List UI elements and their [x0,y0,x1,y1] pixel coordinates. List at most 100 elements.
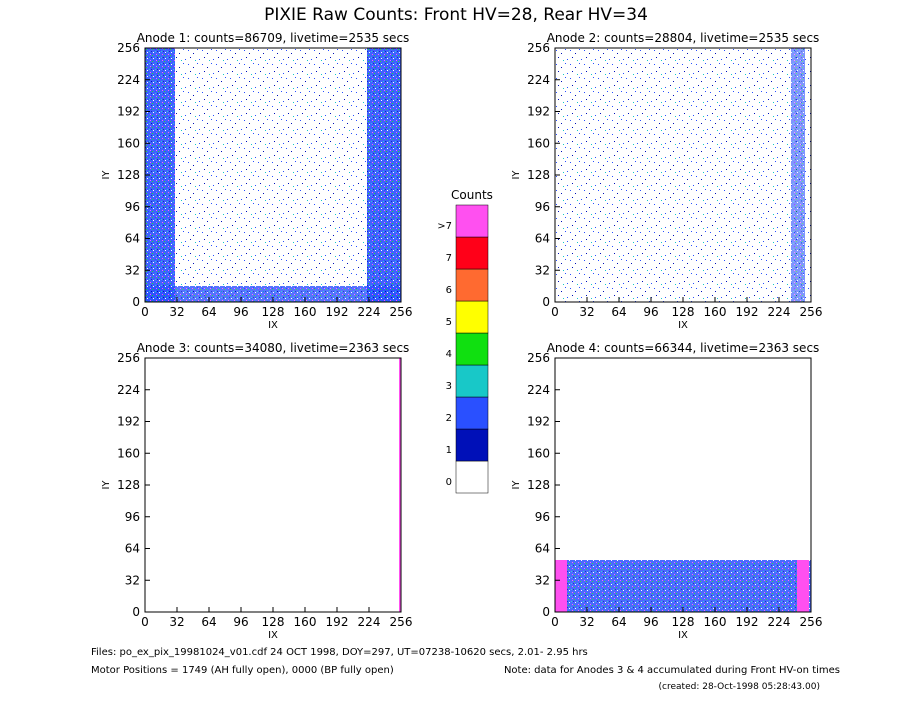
x-tick-label: 32 [579,305,594,319]
y-tick-label: 128 [527,168,550,182]
colorbar-swatch [455,428,489,462]
colorbar-swatch [455,204,489,238]
panel-title: Anode 1: counts=86709, livetime=2535 sec… [137,31,410,45]
figure-title: PIXIE Raw Counts: Front HV=28, Rear HV=3… [264,5,648,25]
y-tick-label: 32 [535,263,550,277]
image-area [399,358,401,612]
x-tick-label: 64 [201,615,216,629]
colorbar-swatch [455,364,489,398]
x-tick-label: 256 [800,305,823,319]
footer-created: (created: 28-Oct-1998 05:28:43.00) [659,682,820,692]
x-tick-label: 224 [768,615,791,629]
y-tick-label: 64 [535,232,550,246]
x-tick-label: 64 [201,305,216,319]
image-area [555,560,811,612]
colorbar-label: >7 [437,221,452,232]
colorbar-label: 3 [446,381,452,392]
x-tick-label: 160 [704,305,727,319]
y-axis-label: IY [101,480,112,490]
x-tick-label: 256 [800,615,823,629]
x-tick-label: 224 [768,305,791,319]
x-axis-label: IX [678,320,688,331]
y-tick-label: 0 [542,295,550,309]
y-tick-label: 0 [132,605,140,619]
colorbar-label: 1 [446,445,452,456]
x-tick-label: 0 [141,305,149,319]
y-tick-label: 160 [527,136,550,150]
y-tick-label: 96 [125,200,140,214]
y-tick-label: 160 [117,136,140,150]
x-tick-label: 160 [294,305,317,319]
colorbar-label: 0 [446,477,452,488]
texture [555,560,567,612]
panel-title: Anode 4: counts=66344, livetime=2363 sec… [547,341,820,355]
colorbar-label: 2 [446,413,452,424]
panels: Anode 1: counts=86709, livetime=2535 sec… [101,31,822,641]
colorbar-swatch [455,300,489,334]
y-tick-label: 192 [527,105,550,119]
colorbar-swatch [455,332,489,366]
y-tick-label: 96 [535,200,550,214]
colorbar: Counts 0 1 2 3 4 5 6 7 >7 [437,188,493,494]
y-tick-label: 256 [527,351,550,365]
x-tick-label: 0 [141,615,149,629]
texture [145,48,401,302]
y-tick-label: 224 [527,73,550,87]
x-tick-label: 256 [390,305,413,319]
y-tick-label: 256 [117,351,140,365]
image-area [145,48,401,302]
panel-title: Anode 2: counts=28804, livetime=2535 sec… [547,31,820,45]
texture [791,48,805,302]
panel-title: Anode 3: counts=34080, livetime=2363 sec… [137,341,410,355]
y-tick-label: 128 [117,168,140,182]
colorbar-label: 5 [446,317,452,328]
y-tick-label: 32 [535,573,550,587]
x-tick-label: 32 [579,615,594,629]
footer-note: Note: data for Anodes 3 & 4 accumulated … [504,665,840,676]
x-tick-label: 224 [358,615,381,629]
y-tick-label: 192 [117,105,140,119]
y-tick-label: 0 [132,295,140,309]
texture [555,48,811,302]
colorbar-swatch [455,268,489,302]
x-tick-label: 0 [551,305,559,319]
y-tick-label: 32 [125,573,140,587]
footer-files: Files: po_ex_pix_19981024_v01.cdf 24 OCT… [91,647,588,658]
y-axis-label: IY [511,480,522,490]
x-axis-label: IX [268,320,278,331]
x-tick-label: 160 [704,615,727,629]
y-tick-label: 256 [117,41,140,55]
x-axis-label: IX [678,630,688,641]
x-tick-label: 96 [643,615,658,629]
plot-frame [144,357,402,613]
texture [555,560,811,612]
colorbar-label: 6 [446,285,452,296]
colorbar-swatch [455,396,489,430]
y-axis-label: IY [511,170,522,180]
x-tick-label: 96 [233,615,248,629]
panel: Anode 2: counts=28804, livetime=2535 sec… [511,31,822,331]
y-tick-label: 64 [125,542,140,556]
x-tick-label: 96 [233,305,248,319]
y-tick-label: 128 [117,478,140,492]
y-axis-label: IY [101,170,112,180]
panel: Anode 4: counts=66344, livetime=2363 sec… [511,341,822,641]
x-tick-label: 32 [169,615,184,629]
y-tick-label: 192 [527,415,550,429]
y-tick-label: 96 [125,510,140,524]
x-tick-label: 32 [169,305,184,319]
x-tick-label: 128 [262,305,285,319]
texture [797,560,809,612]
y-tick-label: 256 [527,41,550,55]
colorbar-title: Counts [451,188,493,202]
x-tick-label: 0 [551,615,559,629]
y-tick-label: 192 [117,415,140,429]
x-tick-label: 128 [672,305,695,319]
colorbar-label: 7 [446,253,452,264]
colorbar-swatch [455,236,489,270]
colorbar-label: 4 [446,349,452,360]
x-tick-label: 96 [643,305,658,319]
y-tick-label: 128 [527,478,550,492]
x-tick-label: 160 [294,615,317,629]
